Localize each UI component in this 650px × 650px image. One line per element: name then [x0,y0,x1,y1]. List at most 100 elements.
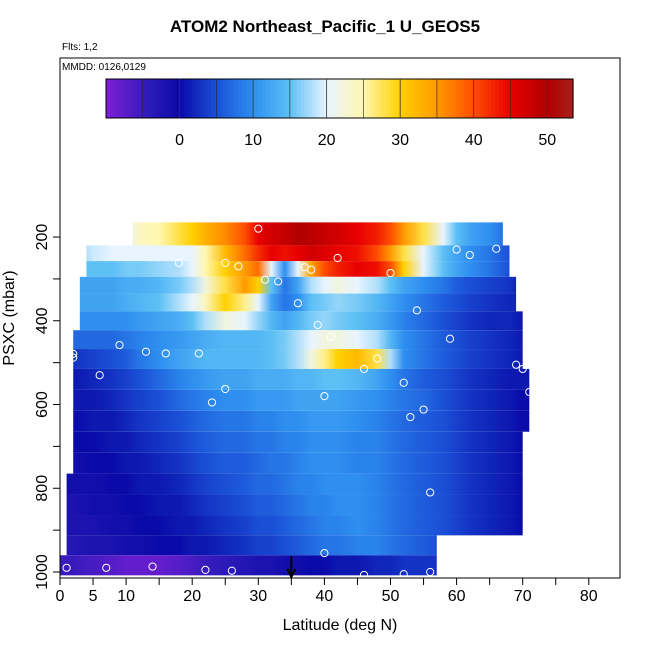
heatmap-row [132,222,503,246]
colorbar-swatch [491,79,496,118]
observation-point [465,250,474,260]
colorbar-swatch [249,79,255,118]
colorbar-swatch [429,79,434,118]
x-tick-label: 5 [89,588,98,605]
colorbar-swatch [137,79,142,118]
observation-point [386,268,395,278]
colorbar-swatch [475,79,481,118]
x-tick-label: 40 [316,588,334,605]
observation-point [452,245,461,254]
observation-point [62,563,71,572]
observation-point [293,299,303,308]
observation-point [307,265,316,274]
observation-point [511,360,521,369]
heatmap-row [73,389,530,411]
observation-points [62,224,534,578]
heatmap-layer [60,222,530,576]
colorbar-swatch [261,79,267,118]
observation-point [221,258,230,268]
colorbar-swatch [448,79,453,118]
colorbar-swatch [257,79,263,118]
colorbar-swatch [335,79,341,118]
colorbar-swatch [561,79,566,118]
y-tick-label: 800 [34,475,51,502]
colorbar-swatch [304,79,309,118]
colorbar-swatch [230,79,236,118]
colorbar-swatch [323,79,329,118]
colorbar-swatch [366,79,372,118]
observation-point [201,565,210,575]
colorbar-swatch [452,79,457,118]
colorbar-swatch [351,79,356,118]
observation-point [320,549,329,558]
observation-point [221,384,230,394]
heatmap-row [79,311,523,331]
observation-point [69,349,78,358]
colorbar-swatch [273,79,278,118]
observation-point [174,258,184,268]
colorbar-swatch [495,79,500,118]
colorbar-swatch [514,79,520,118]
colorbar-swatch [522,79,527,118]
colorbar-swatch [214,79,220,118]
colorbar-swatch [316,79,321,118]
chart-title: ATOM2 Northeast_Pacific_1 U_GEOS5 [169,17,481,36]
observation-point [525,387,534,397]
colorbar-tick-label: 30 [391,132,409,149]
colorbar-swatch [300,79,306,118]
colorbar-swatch [541,79,547,118]
observation-point [260,275,270,284]
colorbar-swatch [113,79,119,118]
colorbar-swatch [456,79,461,118]
colorbar-swatch [440,79,446,118]
colorbar-swatch [144,79,150,118]
colorbar-swatch [436,79,442,118]
observation-point [373,354,382,363]
observation-point [492,244,501,253]
observation-point [320,392,329,401]
colorbar-swatch [425,79,430,118]
observation-point [194,349,203,358]
x-tick-label: 50 [382,588,400,605]
colorbar-swatch [409,79,415,118]
colorbar-swatch [467,79,473,118]
colorbar-swatch [269,79,274,118]
axes: 0 5 10 20 30 40 50 60 70 80 200 400 600 800 1000 [34,224,598,605]
colorbar-swatch [569,79,574,118]
x-tick-label: 60 [448,588,466,605]
colorbar-swatch [285,79,290,118]
colorbar-swatch [464,79,469,118]
observation-point [227,566,236,575]
colorbar-swatch [432,79,438,118]
y-tick-label: 400 [34,307,51,334]
colorbar-swatch [401,79,407,118]
colorbar-swatch [565,79,570,118]
colorbar-swatch [343,79,348,118]
colorbar-swatch [156,79,162,118]
observation-point [148,562,157,571]
observation-point [518,536,527,545]
observation-point [254,224,263,233]
colorbar-swatch [176,79,181,118]
observation-point [445,334,455,343]
colorbar-swatch [487,79,492,118]
observation-point [359,570,369,578]
observation-point [313,320,322,330]
x-tick-label: 10 [117,588,135,605]
colorbar-swatch [530,79,535,118]
heatmap-row [79,293,517,312]
colorbar-swatch [510,79,516,118]
flights-label: Flts: 1,2 [62,42,98,53]
colorbar-swatch [362,79,368,118]
y-axis-label: PSXC (mbar) [1,270,18,365]
colorbar-swatch [172,79,177,118]
x-tick-label: 70 [514,588,532,605]
colorbar-tick-label: 10 [244,132,262,149]
colorbar-swatch [125,79,130,118]
observation-point [69,353,78,362]
colorbar-tick-label: 20 [318,132,336,149]
mmdd-label: MMDD: 0126,0129 [62,62,146,73]
heatmap-row [66,535,437,556]
colorbar-swatch [106,79,111,118]
